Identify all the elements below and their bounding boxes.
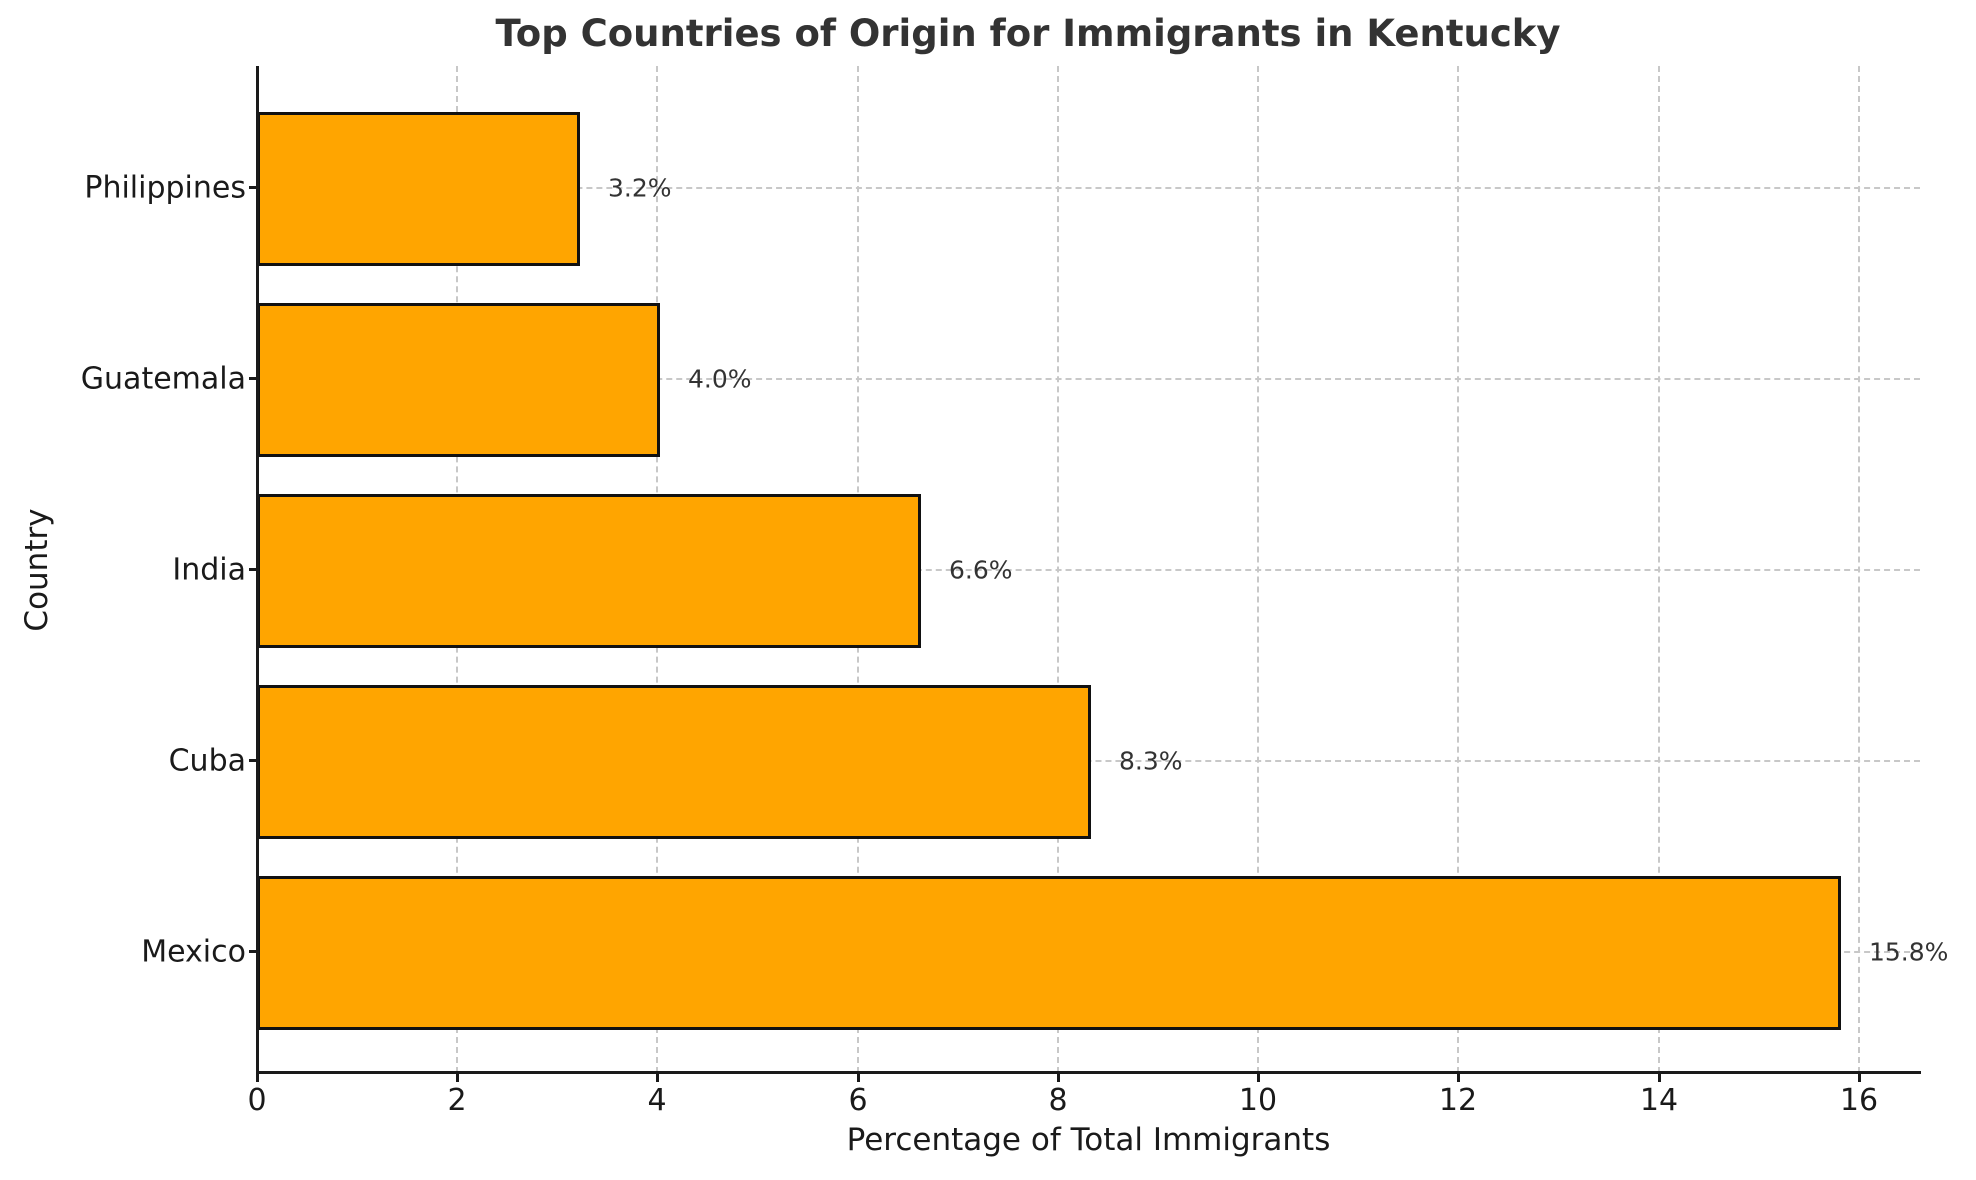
data-label-cuba: 8.3% (1119, 746, 1183, 776)
y-tick-label-cuba: Cuba (168, 743, 246, 779)
x-tick-label: 16 (1839, 1083, 1879, 1118)
x-tick-label: 8 (1048, 1083, 1068, 1118)
x-tick (1257, 1074, 1260, 1082)
y-tick-label-philippines: Philippines (84, 170, 246, 206)
grid-line-y-guatemala (257, 378, 1920, 380)
x-tick (456, 1074, 459, 1082)
y-axis-label: Country (19, 508, 55, 632)
y-tick (249, 186, 257, 189)
x-tick-label: 0 (247, 1083, 267, 1118)
x-tick-label: 6 (848, 1083, 868, 1118)
bar-guatemala (257, 303, 660, 457)
bar-cuba (257, 685, 1091, 839)
y-tick-label-mexico: Mexico (141, 934, 246, 970)
plot-area: 3.2% 4.0% 6.6% 8.3% 15.8% (249, 66, 1948, 1082)
y-tick-label-india: India (172, 552, 246, 588)
y-tick-label-guatemala: Guatemala (80, 361, 246, 397)
data-label-guatemala: 4.0% (688, 364, 752, 394)
x-tick (1457, 1074, 1460, 1082)
y-tick (249, 568, 257, 571)
y-axis-line (256, 66, 259, 1073)
x-tick (1658, 1074, 1661, 1082)
x-tick-label: 2 (447, 1083, 467, 1118)
data-label-mexico: 15.8% (1869, 937, 1949, 967)
data-label-india: 6.6% (949, 555, 1013, 585)
bar-mexico (257, 876, 1841, 1030)
bar-india (257, 494, 921, 648)
x-tick-label: 4 (647, 1083, 667, 1118)
x-tick (256, 1074, 259, 1082)
x-tick (656, 1074, 659, 1082)
x-tick-label: 10 (1238, 1083, 1278, 1118)
x-tick (1057, 1074, 1060, 1082)
bar-philippines (257, 112, 580, 266)
x-tick-label: 14 (1639, 1083, 1679, 1118)
grid-line-y-india (257, 569, 1920, 571)
x-axis-line (256, 1071, 1921, 1074)
y-tick (249, 950, 257, 953)
x-axis-label: Percentage of Total Immigrants (846, 1122, 1331, 1158)
x-tick (857, 1074, 860, 1082)
grid-line-y-philippines (257, 187, 1920, 189)
y-tick (249, 759, 257, 762)
x-tick-label: 12 (1438, 1083, 1478, 1118)
x-tick (1858, 1074, 1861, 1082)
data-label-philippines: 3.2% (608, 173, 672, 203)
y-tick (249, 377, 257, 380)
chart-title: Top Countries of Origin for Immigrants i… (495, 12, 1561, 55)
